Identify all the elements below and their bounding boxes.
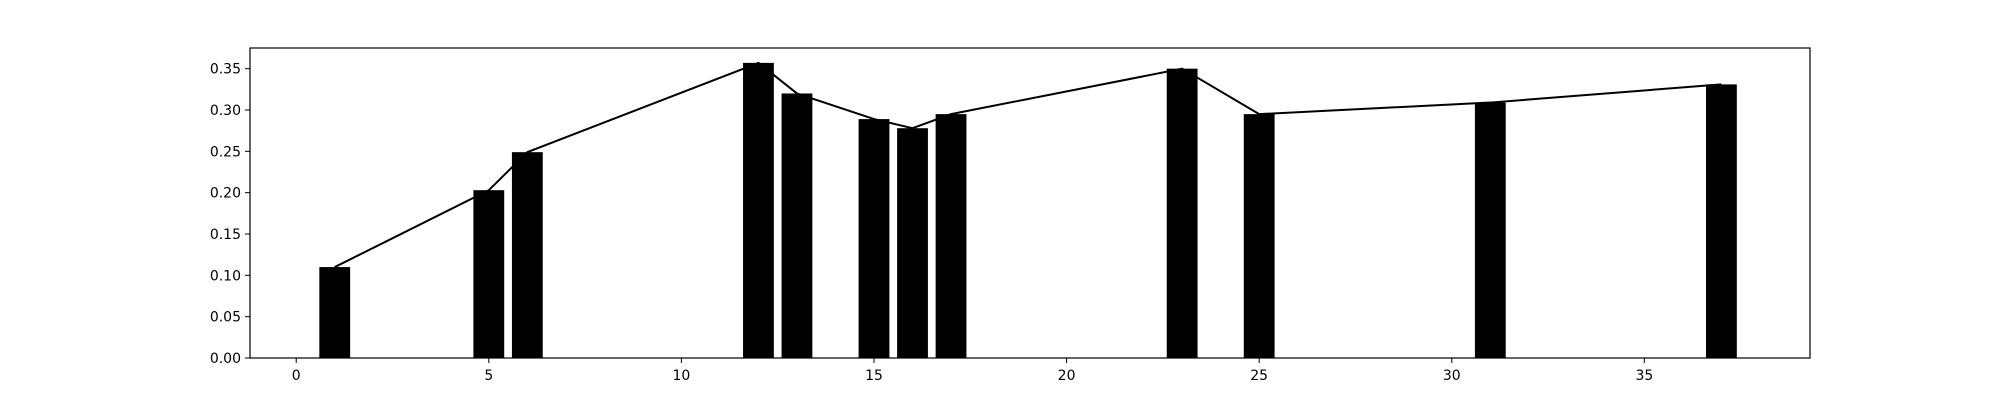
y-tick-label: 0.25 [210, 144, 241, 160]
bar [1243, 114, 1275, 358]
bar [473, 190, 505, 358]
x-tick-label: 15 [865, 368, 883, 384]
series-line [334, 61, 1722, 268]
y-tick-label: 0.20 [210, 186, 241, 202]
bar [858, 119, 890, 359]
y-tick-label: 0.05 [210, 310, 241, 326]
bar [319, 267, 351, 358]
bar [897, 128, 928, 358]
bars-group [319, 62, 1737, 359]
bar [781, 93, 813, 358]
bar [743, 62, 774, 358]
y-tick-label: 0.30 [210, 103, 241, 119]
bar [1474, 102, 1506, 358]
bar [1706, 84, 1737, 358]
x-tick-label: 35 [1635, 368, 1653, 384]
y-tick-label: 0.10 [210, 268, 241, 284]
x-tick-label: 10 [672, 368, 690, 384]
x-tick-label: 0 [292, 368, 301, 384]
x-tick-label: 30 [1443, 368, 1461, 384]
x-tick-label: 20 [1058, 368, 1076, 384]
bar [1166, 68, 1198, 359]
y-tick-label: 0.35 [210, 62, 241, 78]
bar [935, 114, 967, 358]
y-tick-label: 0.00 [210, 351, 241, 367]
y-tick-label: 0.15 [210, 227, 241, 243]
plot-frame [249, 47, 1811, 359]
axes-group: 0 5 10 15 20 25 30 35 0.00 0.05 0.10 0.15 0.20 0.25 0.… [210, 62, 1653, 384]
x-tick-label: 25 [1250, 368, 1268, 384]
x-tick-label: 5 [484, 368, 493, 384]
bar [511, 152, 543, 358]
